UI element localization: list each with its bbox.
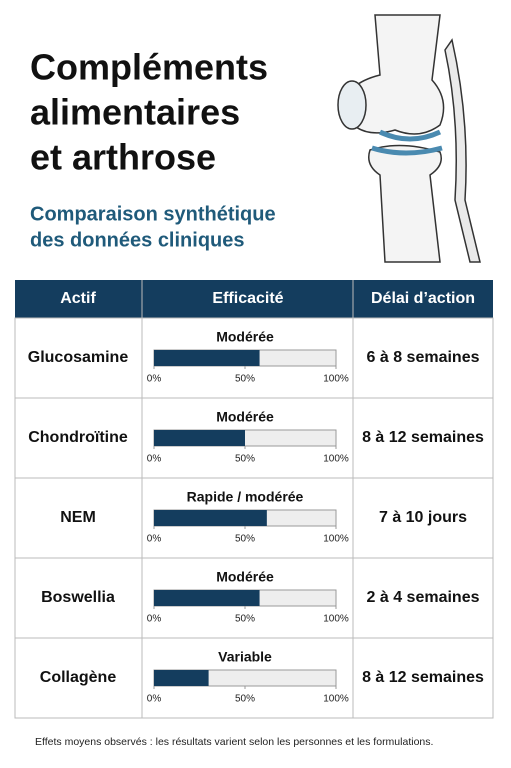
efficacy-bar xyxy=(154,590,260,606)
gauge-tick-label: 0% xyxy=(147,454,162,465)
efficacy-level: Modérée xyxy=(216,569,274,585)
active-name: NEM xyxy=(60,509,96,526)
knee-illustration xyxy=(337,14,481,263)
column-header: Délai d’action xyxy=(371,290,475,307)
column-header: Efficacité xyxy=(212,290,283,307)
efficacy-bar xyxy=(154,510,267,526)
gauge-tick-label: 100% xyxy=(323,534,349,545)
action-delay: 8 à 12 semaines xyxy=(362,669,484,686)
active-name: Chondroïtine xyxy=(28,429,128,446)
active-name: Collagène xyxy=(40,669,117,686)
efficacy-level: Modérée xyxy=(216,409,274,425)
active-name: Glucosamine xyxy=(28,349,129,366)
subtitle: Comparaison synthétique xyxy=(30,203,276,225)
action-delay: 6 à 8 semaines xyxy=(367,349,480,366)
action-delay: 2 à 4 semaines xyxy=(367,589,480,606)
efficacy-level: Variable xyxy=(218,649,272,665)
title: et arthrose xyxy=(30,137,216,178)
action-delay: 7 à 10 jours xyxy=(379,509,467,526)
table-frame xyxy=(14,280,494,719)
title: alimentaires xyxy=(30,92,240,133)
title: Compléments xyxy=(30,47,268,88)
gauge-tick-label: 50% xyxy=(235,614,255,625)
gauge-tick-label: 50% xyxy=(235,454,255,465)
gauge-tick-label: 0% xyxy=(147,694,162,705)
gauge-tick-label: 0% xyxy=(147,614,162,625)
gauge-tick-label: 100% xyxy=(323,374,349,385)
column-header: Actif xyxy=(60,290,96,307)
gauge-tick-label: 50% xyxy=(235,694,255,705)
gauge-tick-label: 50% xyxy=(235,534,255,545)
efficacy-level: Rapide / modérée xyxy=(187,489,304,505)
efficacy-bar xyxy=(154,350,260,366)
subtitle: des données cliniques xyxy=(30,229,245,251)
efficacy-bar xyxy=(154,670,209,686)
gauge-tick-label: 0% xyxy=(147,374,162,385)
efficacy-level: Modérée xyxy=(216,329,274,345)
gauge-tick-label: 100% xyxy=(323,454,349,465)
gauge-tick-label: 100% xyxy=(323,614,349,625)
gauge-tick-label: 50% xyxy=(235,374,255,385)
efficacy-bar xyxy=(154,430,245,446)
active-name: Boswellia xyxy=(41,589,115,606)
footnote: Effets moyens observés : les résultats v… xyxy=(35,736,433,748)
action-delay: 8 à 12 semaines xyxy=(362,429,484,446)
gauge-tick-label: 100% xyxy=(323,694,349,705)
gauge-tick-label: 0% xyxy=(147,534,162,545)
